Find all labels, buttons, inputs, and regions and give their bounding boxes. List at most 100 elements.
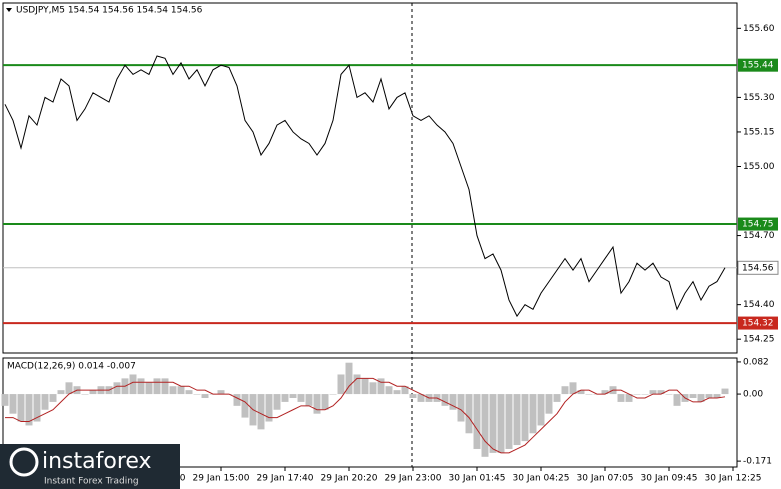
histogram-bar xyxy=(161,378,169,395)
histogram-bar xyxy=(529,394,537,434)
histogram-bar xyxy=(89,390,97,395)
histogram-bar xyxy=(545,394,553,414)
histogram-bar xyxy=(553,394,561,402)
histogram-bar xyxy=(17,394,25,422)
histogram-bar xyxy=(601,390,609,395)
histogram-bar xyxy=(713,394,721,398)
histogram-bar xyxy=(505,394,513,449)
histogram-bar xyxy=(649,390,657,395)
histogram-bar xyxy=(185,390,193,395)
level-label-box xyxy=(738,217,778,231)
histogram-bar xyxy=(329,394,337,395)
y-tick-label: -0.171 xyxy=(743,457,772,467)
level-label: 154.75 xyxy=(742,220,774,230)
y-tick-label: 154.25 xyxy=(743,335,775,345)
histogram-bar xyxy=(177,386,185,395)
histogram-bar xyxy=(385,386,393,395)
histogram-bar xyxy=(57,390,65,395)
y-tick-label: 155.30 xyxy=(743,93,775,103)
histogram-bar xyxy=(345,362,353,395)
macd-panel xyxy=(2,357,738,468)
y-tick-label: 155.15 xyxy=(743,127,775,137)
y-tick-label: 0.00 xyxy=(743,390,763,400)
histogram-bar xyxy=(353,374,361,395)
histogram-bar xyxy=(49,394,57,402)
histogram-bar xyxy=(145,382,153,395)
histogram-bar xyxy=(1,394,9,406)
y-tick-label: 154.40 xyxy=(743,300,775,310)
histogram-bar xyxy=(113,382,121,395)
x-tick-label: 30 Jan 07:05 xyxy=(577,474,634,484)
x-tick-label: 29 Jan 20:20 xyxy=(321,474,378,484)
histogram-bar xyxy=(257,394,265,430)
histogram-bar xyxy=(449,394,457,410)
histogram-bar xyxy=(337,374,345,395)
histogram-bar xyxy=(633,394,641,395)
histogram-bar xyxy=(689,394,697,398)
level-label-box xyxy=(738,316,778,330)
histogram-bar xyxy=(569,382,577,395)
histogram-bar xyxy=(625,394,633,402)
histogram-bar xyxy=(417,394,425,402)
histogram-bar xyxy=(497,394,505,453)
x-tick-label: 30 Jan 04:25 xyxy=(513,474,570,484)
y-tick-label: 155.00 xyxy=(743,162,775,172)
watermark-brand: instaforex xyxy=(42,449,152,474)
histogram-bar xyxy=(313,394,321,414)
price-panel xyxy=(2,2,738,354)
symbol-icon xyxy=(6,8,12,12)
series-line xyxy=(4,55,726,318)
macd-title: MACD(12,26,9) 0.014 -0.007 xyxy=(7,362,136,372)
histogram-bar xyxy=(697,394,705,402)
histogram-bar xyxy=(305,394,313,406)
histogram-bar xyxy=(489,394,497,453)
histogram-bar xyxy=(33,394,41,422)
histogram-bar xyxy=(617,394,625,402)
histogram-bar xyxy=(297,394,305,402)
histogram-bar xyxy=(217,390,225,395)
histogram-bar xyxy=(41,394,49,410)
level-label-box xyxy=(738,58,778,72)
watermark-logo xyxy=(9,447,39,477)
histogram-bar xyxy=(409,394,417,398)
histogram-bar xyxy=(481,394,489,457)
histogram-bar xyxy=(401,386,409,395)
histogram-bar xyxy=(201,394,209,398)
histogram-bar xyxy=(233,394,241,406)
histogram-bar xyxy=(393,390,401,395)
x-tick-label: 29 Jan 15:00 xyxy=(193,474,250,484)
series-line xyxy=(5,377,726,454)
histogram-bar xyxy=(273,394,281,410)
last-price-label: 154.56 xyxy=(742,263,774,273)
histogram-bar xyxy=(129,374,137,395)
histogram-bar xyxy=(665,394,673,395)
x-tick-label: 30 Jan 09:45 xyxy=(641,474,698,484)
watermark-tagline: Instant Forex Trading xyxy=(44,477,139,487)
y-tick-label: 0.082 xyxy=(743,357,769,367)
histogram-bar xyxy=(473,394,481,449)
histogram-bar xyxy=(577,390,585,395)
histogram-bar xyxy=(241,394,249,418)
histogram-bar xyxy=(561,386,569,395)
chart-title: USDJPY,M5 154.54 154.56 154.54 154.56 xyxy=(16,6,203,16)
histogram-bar xyxy=(457,394,465,422)
x-tick-label: 30 Jan 01:45 xyxy=(449,474,506,484)
histogram-bar xyxy=(673,394,681,406)
histogram-bar xyxy=(289,394,297,398)
histogram-bar xyxy=(441,394,449,406)
histogram-bar xyxy=(705,394,713,398)
last-price-box xyxy=(737,260,779,275)
histogram-bar xyxy=(465,394,473,434)
histogram-bar xyxy=(169,386,177,395)
histogram-bar xyxy=(9,394,17,414)
histogram-bar xyxy=(25,394,33,426)
histogram-bar xyxy=(137,378,145,395)
histogram-bar xyxy=(153,378,161,395)
x-tick-label: 29 Jan 23:00 xyxy=(385,474,442,484)
histogram-bar xyxy=(537,394,545,426)
histogram-bar xyxy=(65,382,73,395)
histogram-bar xyxy=(361,378,369,395)
histogram-bar xyxy=(321,394,329,410)
